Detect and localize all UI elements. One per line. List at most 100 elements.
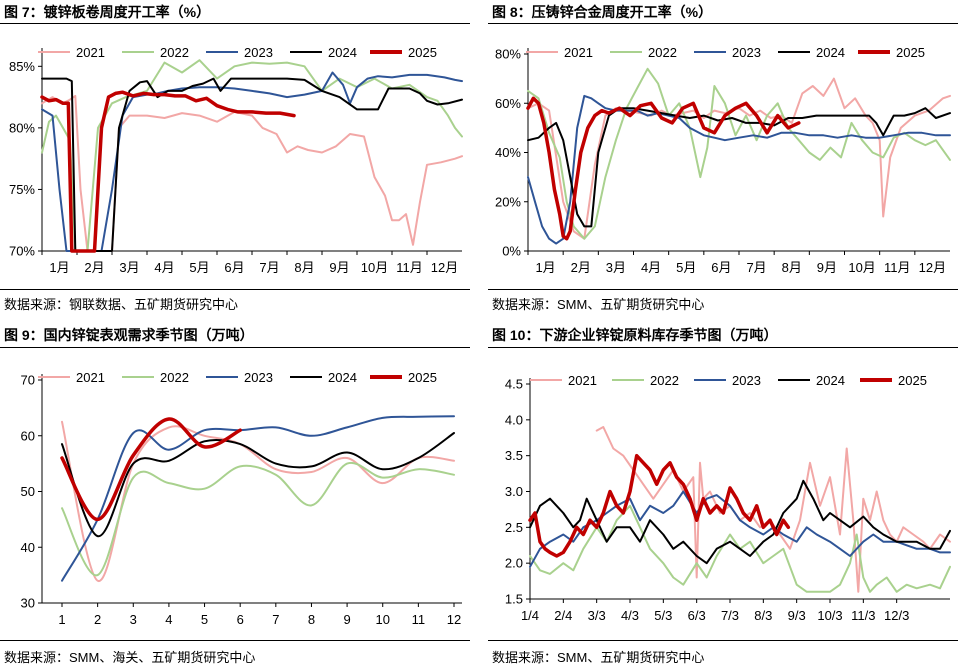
y-tick-label: 70 xyxy=(21,373,35,388)
x-tick-label: 4月 xyxy=(641,260,661,275)
x-tick-label: 6/3 xyxy=(688,608,706,623)
legend-label-2021: 2021 xyxy=(568,373,597,388)
x-tick-label: 8月 xyxy=(294,260,314,275)
x-tick-label: 7月 xyxy=(746,260,766,275)
y-tick-label: 1.5 xyxy=(505,592,523,607)
x-tick-label: 11月 xyxy=(884,260,911,275)
series-line-2022 xyxy=(528,69,950,239)
series-line-2021 xyxy=(528,79,950,239)
x-tick-label: 10/3 xyxy=(817,608,842,623)
legend-label-2023: 2023 xyxy=(244,45,273,60)
y-tick-label: 80% xyxy=(9,120,35,135)
series-line-2021 xyxy=(597,427,950,592)
x-tick-label: 12/3 xyxy=(884,608,909,623)
y-tick-label: 2.0 xyxy=(505,556,523,571)
title-rule xyxy=(0,23,470,24)
y-tick-label: 75% xyxy=(9,182,35,197)
x-tick-label: 8月 xyxy=(782,260,802,275)
legend-label-2021: 2021 xyxy=(564,45,593,60)
chart-title-fig9: 图 9：国内锌锭表观需求季节图（万吨） xyxy=(4,325,254,345)
y-tick-label: 4.5 xyxy=(505,377,523,392)
y-tick-label: 4.0 xyxy=(505,412,523,427)
y-tick-label: 40 xyxy=(21,540,35,555)
x-tick-label: 2月 xyxy=(571,260,591,275)
chart-title-fig7: 图 7：镀锌板卷周度开工率（%） xyxy=(4,2,210,22)
y-tick-label: 80% xyxy=(495,47,521,62)
x-tick-label: 12月 xyxy=(919,260,946,275)
x-tick-label: 3月 xyxy=(119,260,139,275)
y-tick-label: 3.5 xyxy=(505,448,523,463)
x-tick-label: 5/3 xyxy=(654,608,672,623)
legend-label-2022: 2022 xyxy=(650,373,679,388)
chart-title-fig8: 图 8：压铸锌合金周度开工率（%） xyxy=(492,2,712,22)
x-tick-label: 8/3 xyxy=(754,608,772,623)
chart-source-fig8: 数据来源：SMM、五矿期货研究中心 xyxy=(492,294,704,313)
chart-fig9-apparent-demand: 30405060701 2 3 4 5 6 7 8 9 10 11 122021 2022 2023 202… xyxy=(0,350,470,638)
y-tick-label: 3.0 xyxy=(505,484,523,499)
x-tick-label: 3 xyxy=(130,612,137,627)
x-tick-label: 8 xyxy=(308,612,315,627)
legend-label-2022: 2022 xyxy=(648,45,677,60)
x-tick-label: 1/4 xyxy=(521,608,539,623)
y-tick-label: 0% xyxy=(502,244,521,259)
x-tick-label: 7 xyxy=(272,612,279,627)
x-tick-label: 2/4 xyxy=(554,608,572,623)
x-tick-label: 12月 xyxy=(431,260,458,275)
chart-source-fig10: 数据来源：SMM、五矿期货研究中心 xyxy=(492,647,704,666)
chart-fig8-die-casting-rate: 0% 20% 40% 60% 80% 1月 2月 3月 4月 5月 6月 7月 8月 9月 10月 11月 12… xyxy=(488,26,958,288)
x-tick-label: 5月 xyxy=(189,260,209,275)
x-tick-label: 9月 xyxy=(817,260,837,275)
source-rule xyxy=(488,640,958,641)
x-tick-label: 5月 xyxy=(676,260,696,275)
x-tick-label: 6 xyxy=(237,612,244,627)
x-tick-label: 5 xyxy=(201,612,208,627)
legend-label-2024: 2024 xyxy=(816,373,845,388)
x-tick-label: 10月 xyxy=(361,260,388,275)
y-tick-label: 60% xyxy=(495,96,521,111)
legend-label-2025: 2025 xyxy=(408,370,437,385)
x-tick-label: 6月 xyxy=(711,260,731,275)
x-tick-label: 11月 xyxy=(396,260,423,275)
x-tick-label: 6月 xyxy=(224,260,244,275)
source-rule xyxy=(0,289,470,290)
x-tick-label: 4/3 xyxy=(621,608,639,623)
source-rule xyxy=(488,289,958,290)
x-tick-label: 10月 xyxy=(848,260,875,275)
chart-source-fig7: 数据来源：钢联数据、五矿期货研究中心 xyxy=(4,294,238,313)
chart-title-fig10: 图 10：下游企业锌锭原料库存季节图（万吨） xyxy=(492,325,777,345)
legend-label-2025: 2025 xyxy=(408,45,437,60)
x-tick-label: 11 xyxy=(412,612,426,627)
chart-fig10-downstream-inventory: 1.5 2.0 2.5 3.0 3.5 4.0 4.5 1/4 2/4 3/3 4/3 5/3 6/3 7… xyxy=(488,350,958,638)
chart-source-fig9: 数据来源：SMM、海关、五矿期货研究中心 xyxy=(4,647,255,666)
legend-label-2024: 2024 xyxy=(328,45,357,60)
y-tick-label: 70% xyxy=(9,244,35,259)
x-tick-label: 9/3 xyxy=(788,608,806,623)
series-line-2023 xyxy=(62,416,454,581)
legend-label-2022: 2022 xyxy=(160,45,189,60)
x-tick-label: 3/3 xyxy=(588,608,606,623)
x-tick-label: 2 xyxy=(94,612,101,627)
x-tick-label: 4 xyxy=(165,612,172,627)
series-line-2021 xyxy=(62,422,454,581)
legend-label-2024: 2024 xyxy=(328,370,357,385)
y-tick-label: 60 xyxy=(21,428,35,443)
legend-label-2021: 2021 xyxy=(76,45,105,60)
x-tick-label: 1 xyxy=(58,612,65,627)
x-tick-label: 1月 xyxy=(535,260,555,275)
title-rule xyxy=(488,23,958,24)
y-tick-label: 40% xyxy=(495,145,521,160)
x-tick-label: 7/3 xyxy=(721,608,739,623)
legend-label-2025: 2025 xyxy=(896,45,925,60)
x-tick-label: 9月 xyxy=(329,260,349,275)
x-tick-label: 12 xyxy=(447,612,461,627)
legend-label-2021: 2021 xyxy=(76,370,105,385)
legend-label-2023: 2023 xyxy=(732,45,761,60)
legend-label-2025: 2025 xyxy=(898,373,927,388)
title-rule xyxy=(0,347,470,348)
series-line-2024 xyxy=(528,108,950,226)
series-line-2025 xyxy=(62,419,240,519)
x-tick-label: 10 xyxy=(375,612,389,627)
x-tick-label: 3月 xyxy=(606,260,626,275)
x-tick-label: 2月 xyxy=(84,260,104,275)
y-tick-label: 85% xyxy=(9,59,35,74)
